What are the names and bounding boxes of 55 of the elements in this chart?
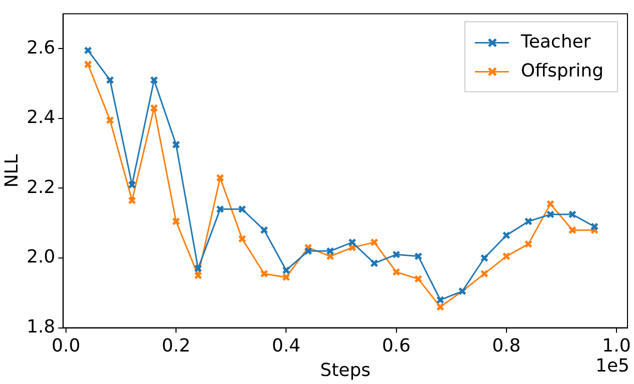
point [502,252,510,260]
point [568,226,577,234]
point [150,104,158,112]
point [304,246,312,256]
x-axis-title: Steps [320,360,371,381]
point [436,296,444,304]
point [392,250,400,259]
point [128,180,136,189]
point [260,226,268,234]
legend-label: Teacher [520,31,592,52]
point [238,234,246,243]
point [172,140,180,149]
x-tick-label: 0.2 [162,335,190,356]
y-axis-title: NLL [1,154,22,188]
y-tick-label: 1.8 [26,316,56,338]
y-tick-label: 2.2 [26,176,56,198]
point [502,231,510,240]
point [436,302,444,311]
point [546,200,555,208]
point [546,210,555,218]
x-tick-label: 0.4 [272,335,301,356]
point [282,266,290,274]
point [370,238,378,246]
legend-label: Offspring [520,60,604,82]
x-tick-label: 0.0 [52,335,80,356]
point [172,217,180,226]
point [106,76,114,84]
x-tick-label: 0.6 [382,335,411,356]
point [414,274,422,284]
point [326,246,334,256]
point [194,271,202,280]
text: 1e5 [596,355,630,376]
point [194,264,202,273]
point [216,174,224,182]
point [128,196,136,205]
point [282,273,290,282]
y-tick-label: 2.6 [26,37,56,58]
point [392,268,400,276]
point [414,252,422,260]
point [106,116,114,124]
point [216,205,224,214]
point [524,217,532,226]
point [150,76,158,84]
x-tick-label: 0.8 [492,335,521,356]
point [348,238,356,246]
point [260,270,268,278]
point [480,270,488,278]
y-tick-label: 2.0 [26,246,56,268]
point [568,210,577,218]
y-tick-label: 2.4 [26,107,56,128]
point [370,259,378,268]
x-tick-label: 1.0 [602,335,631,356]
point [480,254,488,262]
point [238,205,246,214]
point [524,240,532,248]
